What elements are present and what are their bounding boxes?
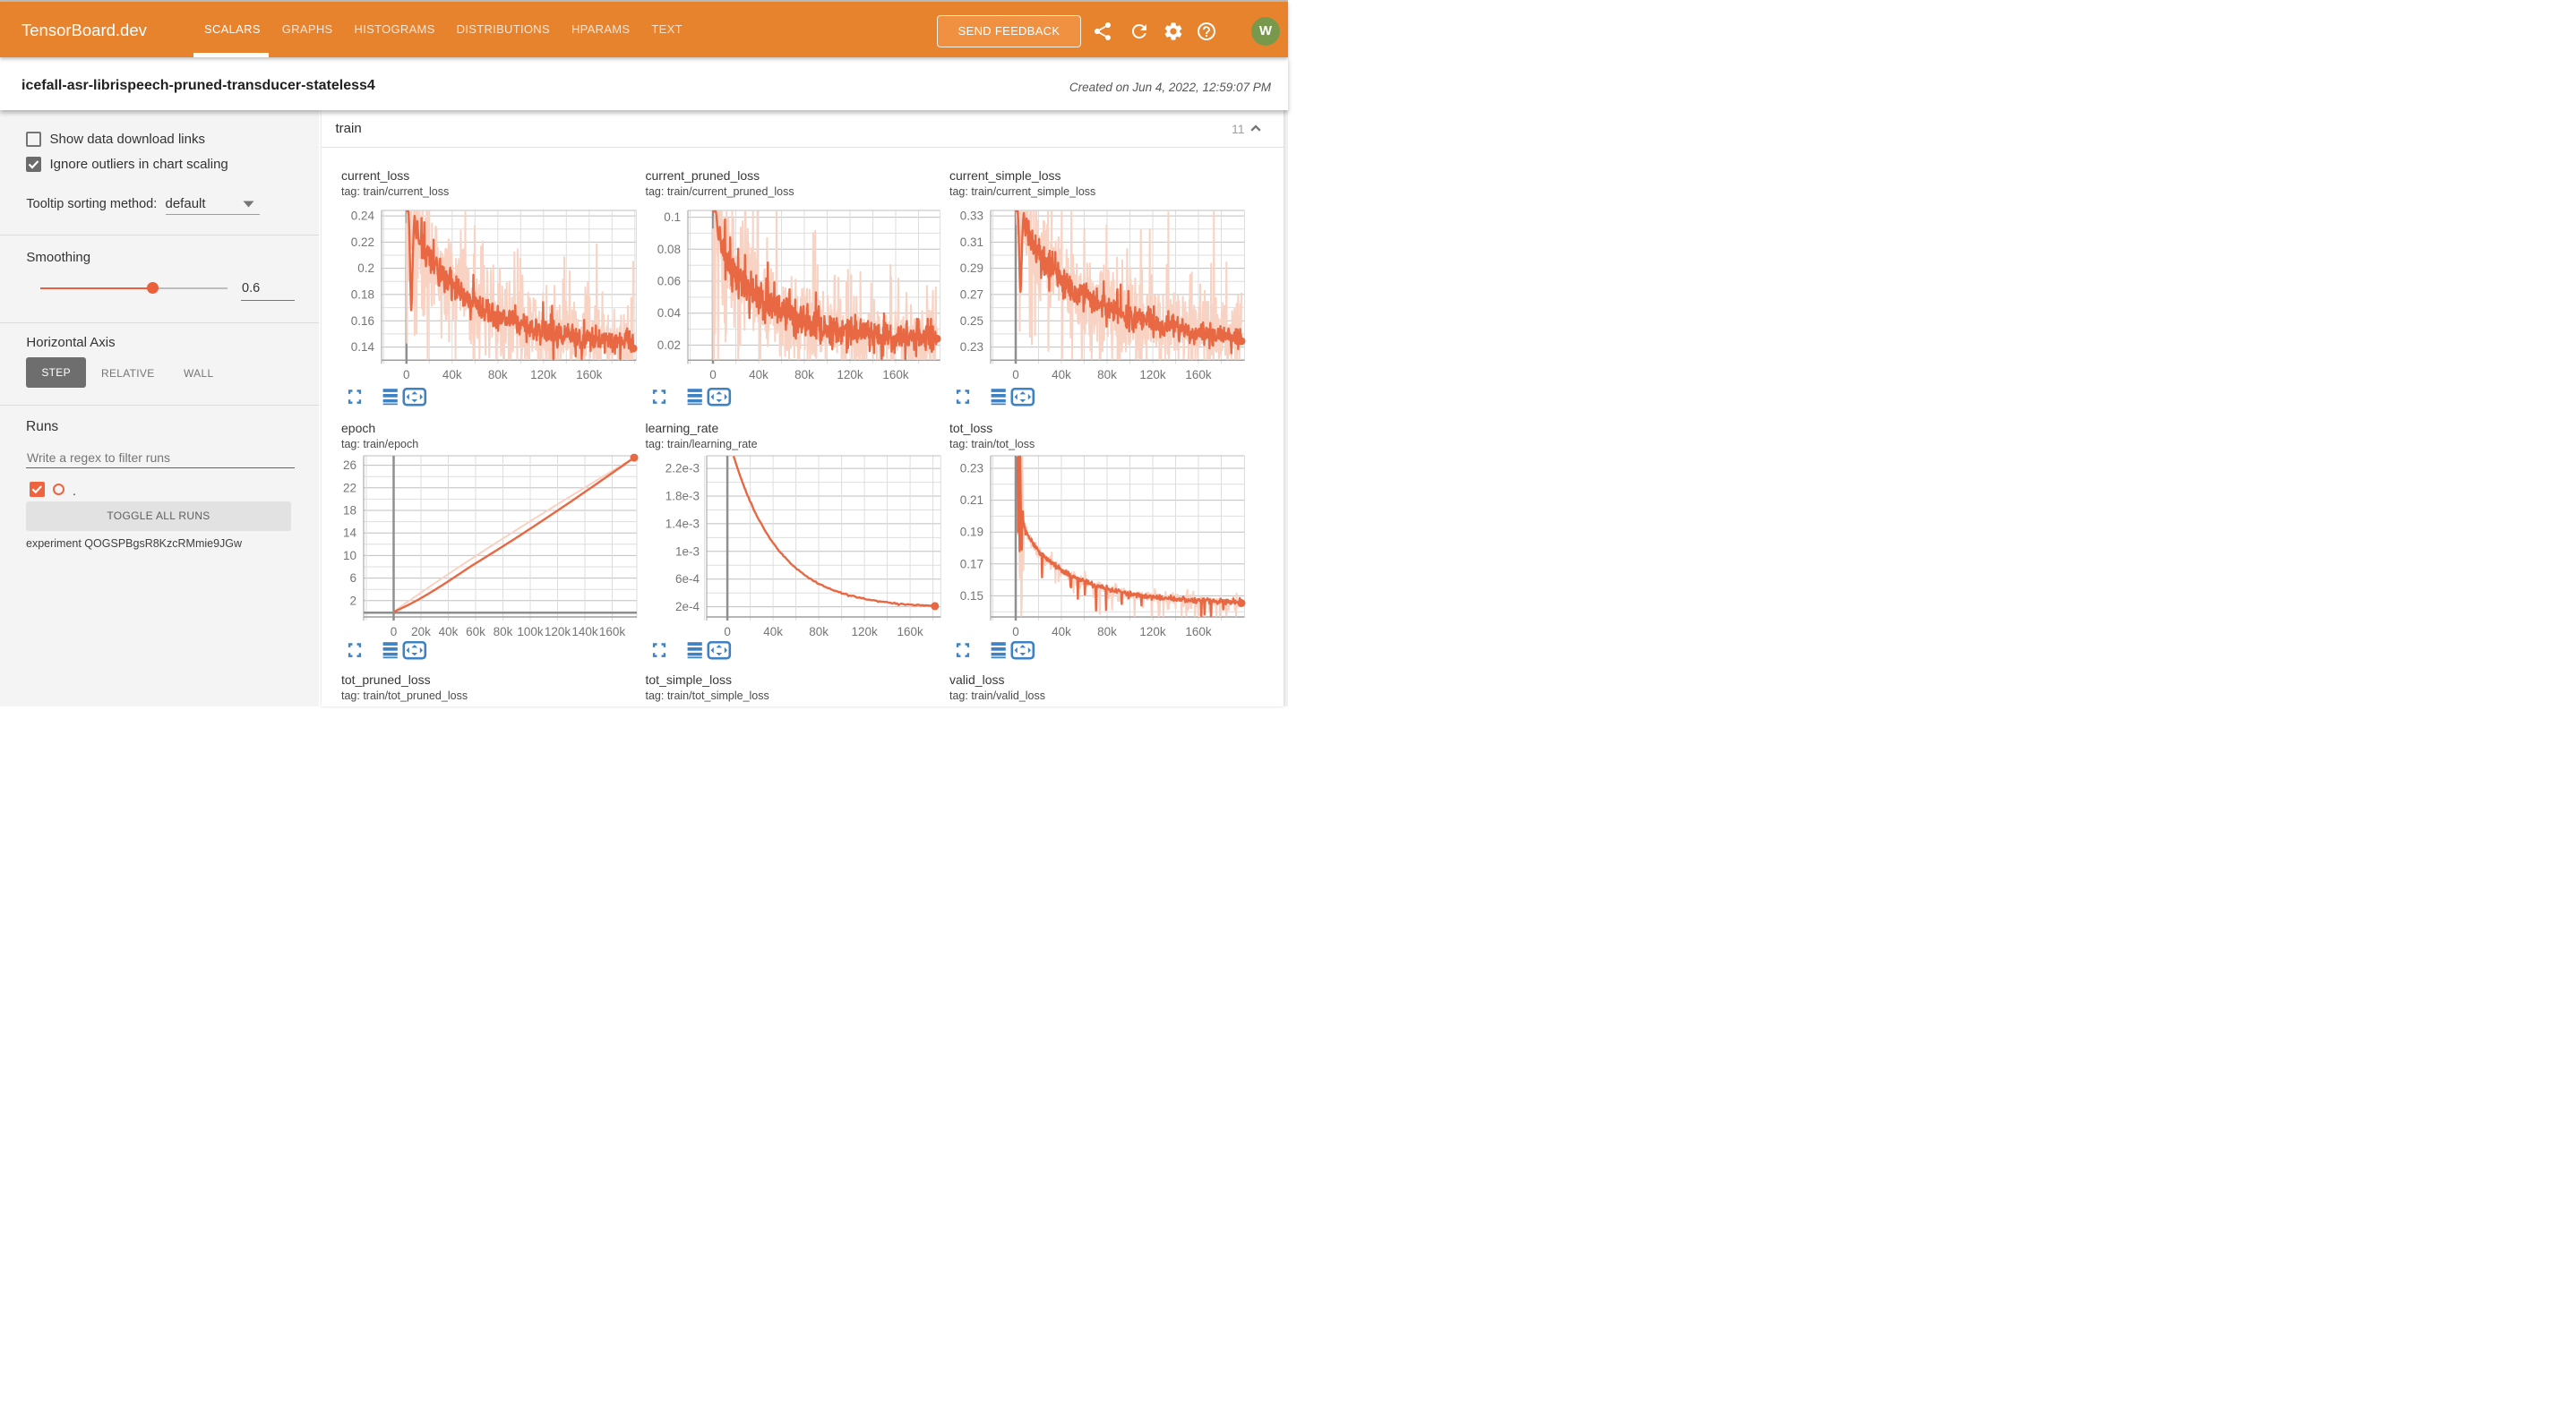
svg-text:0: 0 xyxy=(403,368,410,381)
svg-text:1.8e-3: 1.8e-3 xyxy=(665,490,699,503)
svg-text:0.29: 0.29 xyxy=(960,261,983,275)
svg-text:0: 0 xyxy=(1012,368,1019,381)
svg-text:1.4e-3: 1.4e-3 xyxy=(665,517,699,530)
svg-text:0.18: 0.18 xyxy=(351,287,374,301)
svg-text:6e-4: 6e-4 xyxy=(675,572,700,586)
svg-text:40k: 40k xyxy=(763,625,783,638)
svg-text:2e-4: 2e-4 xyxy=(675,600,700,613)
svg-text:0.04: 0.04 xyxy=(657,306,682,320)
svg-text:0.21: 0.21 xyxy=(960,493,983,507)
svg-text:140k: 140k xyxy=(571,625,598,638)
svg-text:0: 0 xyxy=(724,625,731,638)
svg-text:0.15: 0.15 xyxy=(960,589,983,603)
svg-text:80k: 80k xyxy=(493,625,512,638)
svg-text:0.17: 0.17 xyxy=(960,557,983,570)
svg-text:100k: 100k xyxy=(517,625,544,638)
svg-text:10: 10 xyxy=(342,549,356,562)
svg-text:0.22: 0.22 xyxy=(351,235,374,248)
svg-text:160k: 160k xyxy=(1185,368,1211,381)
svg-text:160k: 160k xyxy=(598,625,625,638)
svg-text:0.2: 0.2 xyxy=(357,261,374,275)
svg-text:0: 0 xyxy=(390,625,397,638)
svg-text:0.33: 0.33 xyxy=(960,209,983,222)
svg-text:0.23: 0.23 xyxy=(960,340,983,354)
svg-text:40k: 40k xyxy=(1052,625,1071,638)
svg-text:20k: 20k xyxy=(411,625,431,638)
svg-text:26: 26 xyxy=(342,458,356,472)
svg-text:0.25: 0.25 xyxy=(960,313,983,327)
svg-text:18: 18 xyxy=(342,504,356,518)
svg-text:0.19: 0.19 xyxy=(960,526,983,539)
svg-text:0.27: 0.27 xyxy=(960,287,983,301)
svg-text:120k: 120k xyxy=(1139,368,1165,381)
svg-text:0.31: 0.31 xyxy=(960,235,983,248)
svg-text:80k: 80k xyxy=(1097,368,1117,381)
svg-text:0.24: 0.24 xyxy=(351,209,375,222)
svg-text:40k: 40k xyxy=(1052,368,1071,381)
svg-text:120k: 120k xyxy=(544,625,571,638)
svg-text:0.02: 0.02 xyxy=(657,338,681,351)
svg-text:120k: 120k xyxy=(530,368,556,381)
svg-text:6: 6 xyxy=(349,571,356,585)
svg-text:22: 22 xyxy=(342,481,356,494)
svg-text:60k: 60k xyxy=(466,625,485,638)
svg-text:80k: 80k xyxy=(1097,625,1117,638)
svg-text:0.23: 0.23 xyxy=(960,462,983,475)
svg-text:0: 0 xyxy=(1012,625,1019,638)
svg-text:0.1: 0.1 xyxy=(665,210,682,224)
svg-text:160k: 160k xyxy=(1185,625,1212,638)
svg-text:160k: 160k xyxy=(897,625,923,638)
svg-text:120k: 120k xyxy=(1139,625,1166,638)
svg-text:40k: 40k xyxy=(442,368,462,381)
svg-text:40k: 40k xyxy=(750,368,769,381)
svg-text:0.06: 0.06 xyxy=(657,274,681,287)
svg-text:14: 14 xyxy=(342,527,356,540)
svg-text:160k: 160k xyxy=(576,368,602,381)
svg-text:1e-3: 1e-3 xyxy=(675,544,700,558)
svg-text:2.2e-3: 2.2e-3 xyxy=(665,462,699,475)
svg-text:80k: 80k xyxy=(488,368,508,381)
svg-text:0.08: 0.08 xyxy=(657,242,681,255)
svg-text:40k: 40k xyxy=(438,625,458,638)
svg-text:120k: 120k xyxy=(837,368,863,381)
svg-text:0.16: 0.16 xyxy=(351,313,374,327)
svg-text:80k: 80k xyxy=(809,625,829,638)
svg-text:80k: 80k xyxy=(795,368,815,381)
svg-text:2: 2 xyxy=(349,594,356,607)
svg-text:0: 0 xyxy=(710,368,717,381)
svg-text:120k: 120k xyxy=(851,625,877,638)
svg-text:0.14: 0.14 xyxy=(351,340,375,354)
svg-text:160k: 160k xyxy=(883,368,909,381)
